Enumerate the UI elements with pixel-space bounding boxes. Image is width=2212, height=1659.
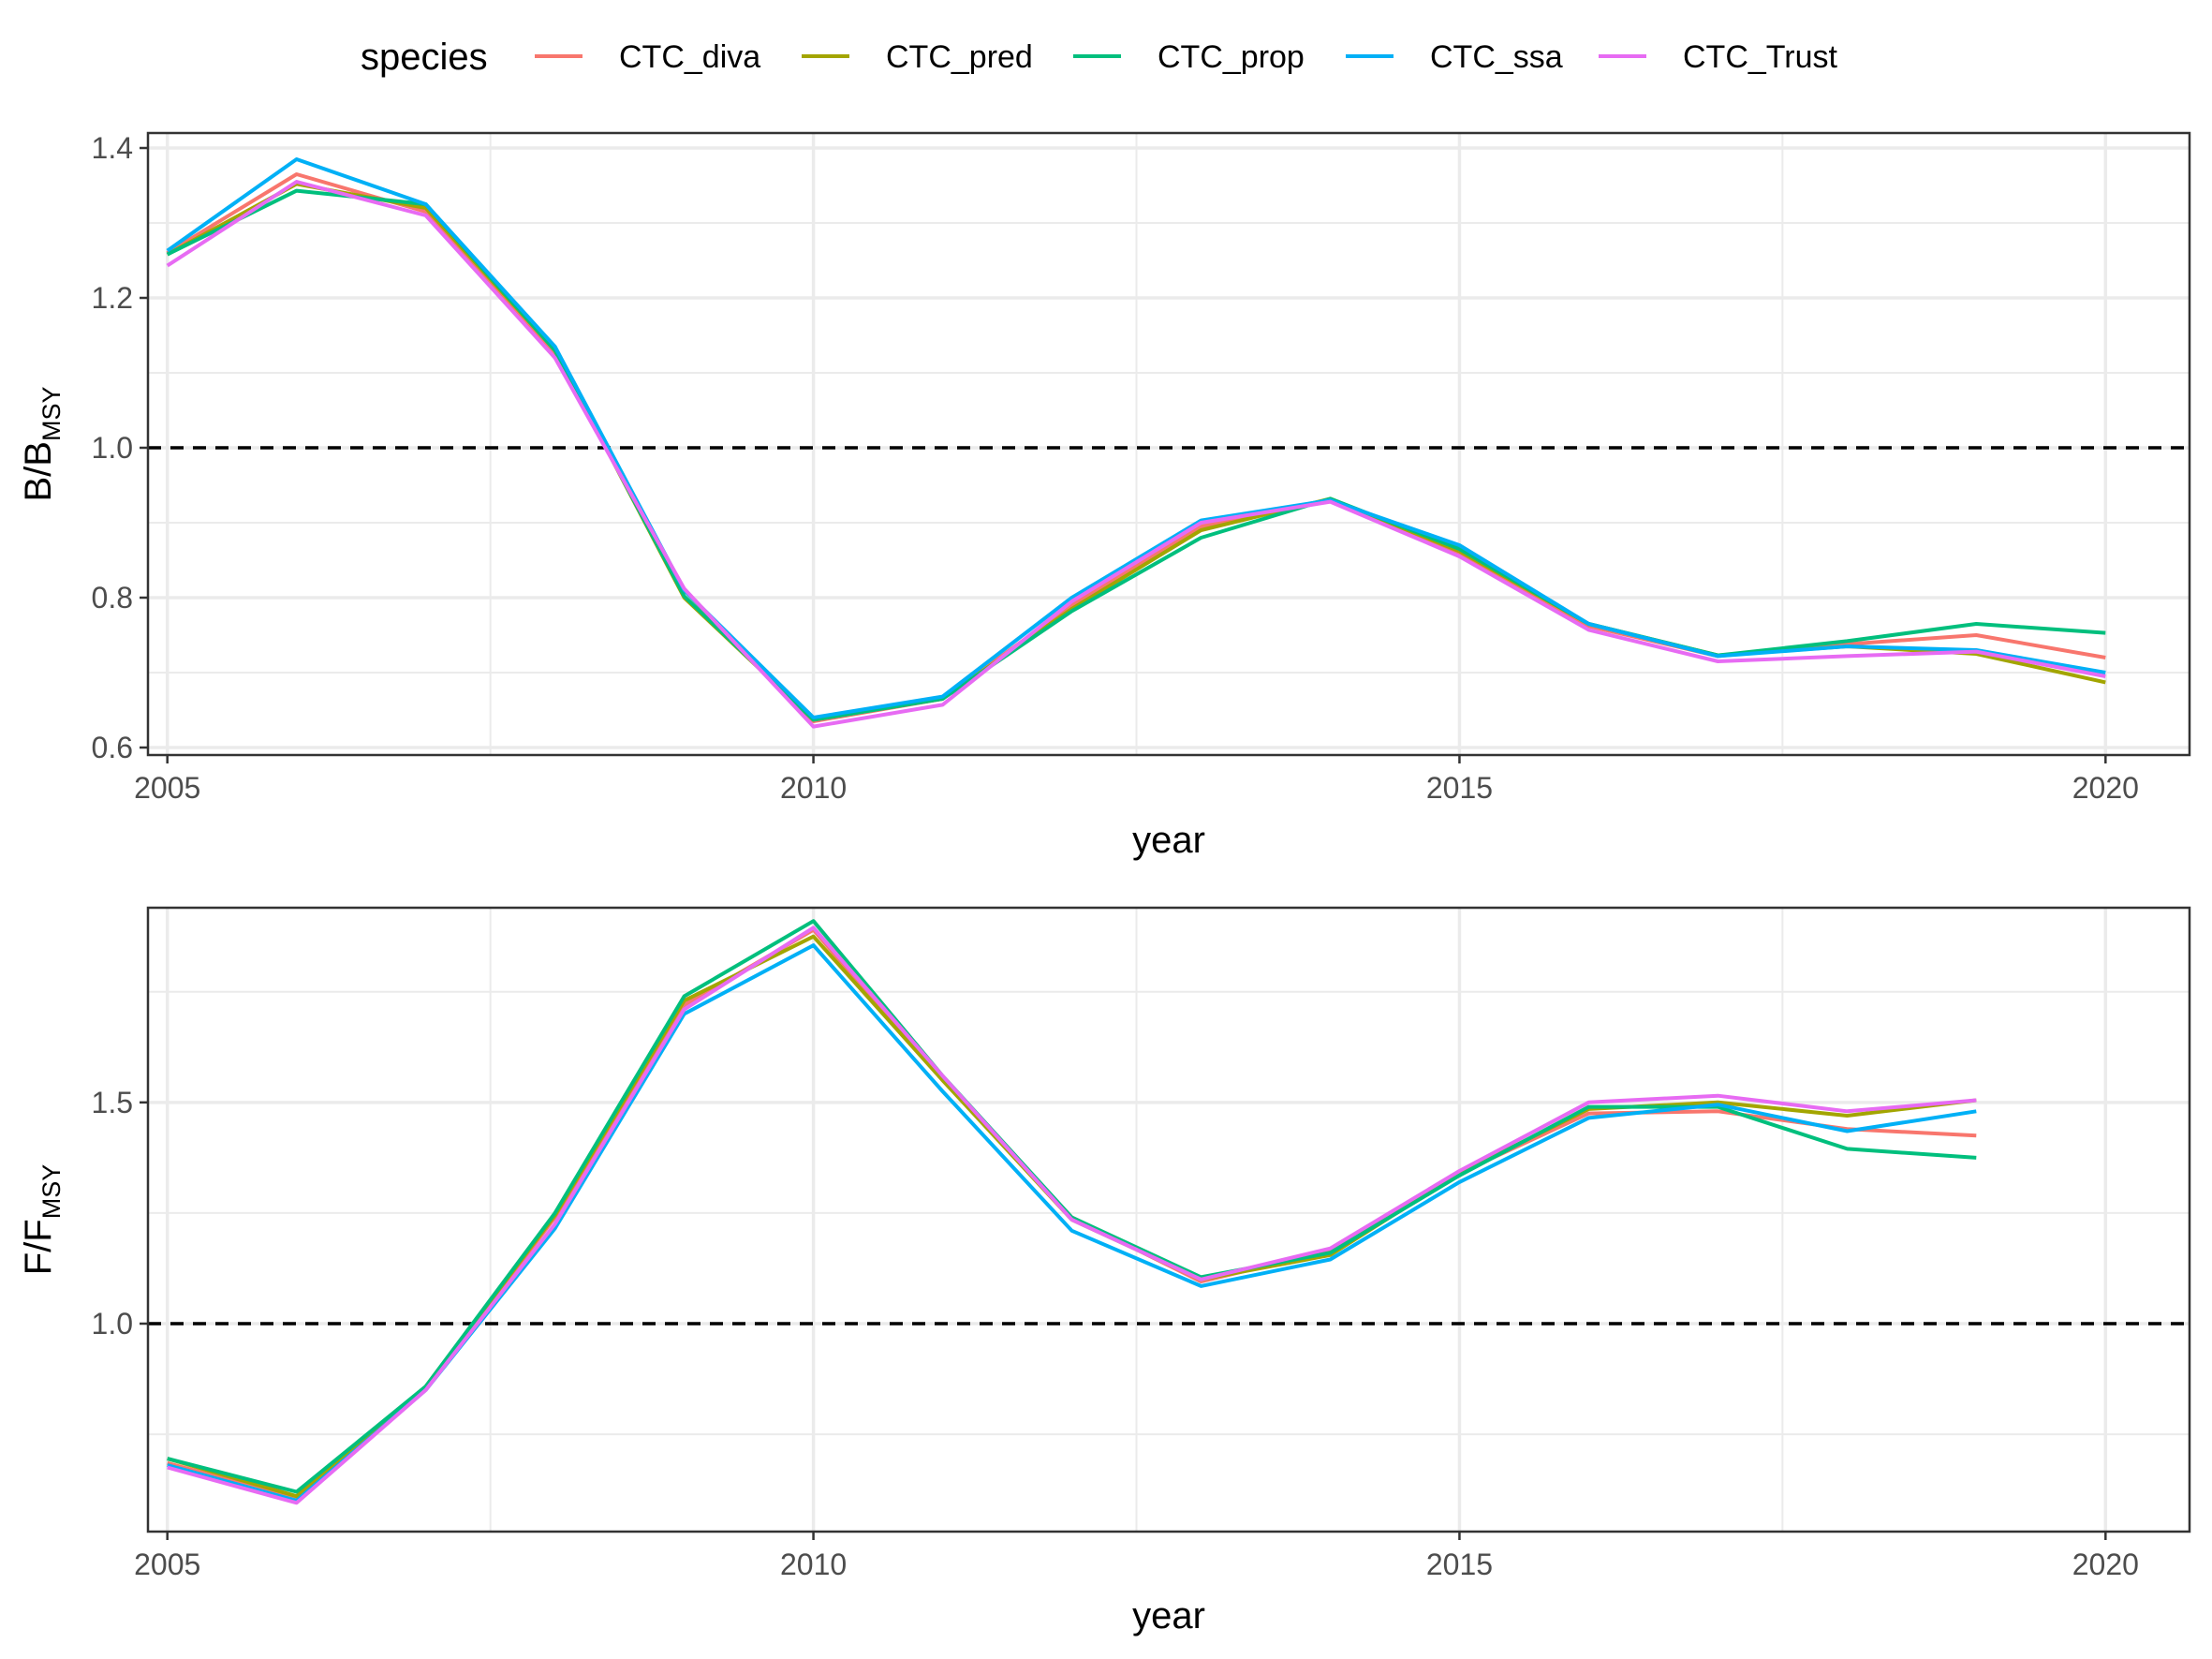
series-line-ctc-trust [166,180,2106,729]
x-tick-label: 2005 [134,1548,200,1581]
y-tick-label: 1.2 [92,281,133,315]
series-line-ctc-trust [167,926,1977,1505]
y-tick-label: 0.8 [92,581,133,615]
legend-label: CTC_prop [1158,39,1305,75]
legend-items: CTC_diva CTC_pred CTC_prop CTC_ssa CTC_Trust [535,39,1838,75]
x-tick-label: 2015 [1426,1548,1493,1581]
y-tick-label: 1.4 [92,131,133,165]
y-axis-title-main: F/F [18,1219,59,1275]
x-tick-label: 2015 [1426,771,1493,805]
panel-border [146,131,2191,757]
panel-f-fmsy: 2005 2010 2015 2020 1.0 1.5 year F/FMSY [18,906,2191,1637]
y-axis-title-subscript: MSY [37,1164,66,1220]
panel-border [146,906,2191,1533]
legend-label: CTC_pred [886,39,1033,75]
y-axis-title-main: B/B [18,441,59,501]
x-tick-label: 2020 [2072,1548,2139,1581]
legend-label: CTC_ssa [1430,39,1563,75]
y-tick-label: 1.5 [92,1086,133,1119]
y-tick-label: 1.0 [92,1307,133,1341]
y-axis-title: F/FMSY [18,1164,66,1276]
x-axis-title: year [1132,820,1205,861]
y-tick-label: 1.0 [92,431,133,465]
x-tick-label: 2010 [780,1548,847,1581]
legend: species CTC_diva CTC_pred CTC_prop CTC_ssa C… [361,37,1838,78]
legend-title: species [361,37,488,78]
legend-label: CTC_diva [619,39,760,75]
y-axis-title-subscript: MSY [37,387,66,442]
panel-b-bmsy: 2005 2010 2015 2020 0.6 0.8 1.0 1.2 1.4 year B/BMS… [18,131,2191,861]
x-tick-label: 2010 [780,771,847,805]
y-axis-title: B/BMSY [18,387,66,502]
series-line-ctc-ssa [166,157,2106,719]
legend-label: CTC_Trust [1683,39,1838,75]
x-tick-label: 2020 [2072,771,2139,805]
x-axis-title: year [1132,1595,1205,1637]
y-tick-label: 0.6 [92,731,133,764]
x-tick-label: 2005 [134,771,200,805]
